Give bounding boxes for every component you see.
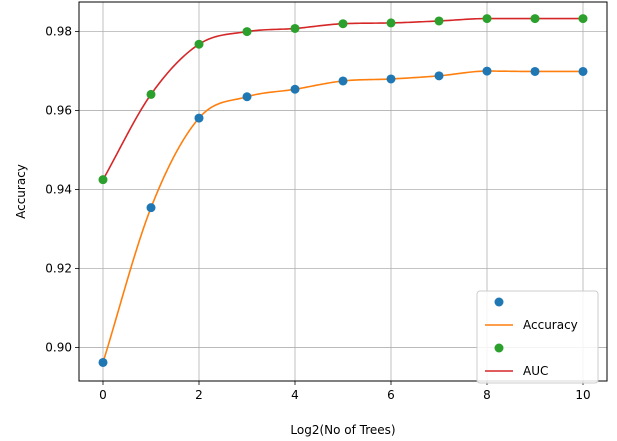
- data-point: [578, 14, 588, 24]
- data-point: [146, 89, 156, 99]
- y-tick-label: 0.96: [45, 104, 72, 118]
- x-tick-label: 2: [195, 388, 203, 402]
- data-point: [146, 203, 156, 213]
- data-point: [242, 92, 252, 102]
- data-point: [434, 71, 444, 81]
- legend-marker-handle: [494, 343, 504, 353]
- legend-marker-handle: [494, 297, 504, 307]
- data-point: [386, 18, 396, 28]
- series-layer: [98, 14, 588, 367]
- data-point: [242, 27, 252, 37]
- data-point: [434, 16, 444, 26]
- data-point: [98, 357, 108, 367]
- legend-label: Accuracy: [523, 318, 578, 332]
- x-tick-label: 6: [387, 388, 395, 402]
- data-point: [338, 19, 348, 29]
- y-tick-label: 0.94: [45, 183, 72, 197]
- data-point: [290, 84, 300, 94]
- data-point: [98, 175, 108, 185]
- data-point: [530, 66, 540, 76]
- y-tick-label: 0.92: [45, 261, 72, 275]
- data-point: [578, 66, 588, 76]
- x-axis-ticks: 0 2 4 6 8 10: [99, 381, 591, 402]
- plot-frame: [78, 1, 608, 382]
- x-tick-label: 8: [483, 388, 491, 402]
- data-point: [290, 23, 300, 33]
- data-point: [530, 14, 540, 24]
- legend-label: AUC: [523, 364, 548, 378]
- y-tick-label: 0.90: [45, 340, 72, 354]
- data-point: [194, 113, 204, 123]
- data-point: [482, 66, 492, 76]
- x-axis-label: Log2(No of Trees): [290, 423, 395, 437]
- x-tick-label: 0: [99, 388, 107, 402]
- grid: [79, 2, 607, 381]
- data-point: [338, 76, 348, 86]
- legend: Accuracy AUC: [476, 290, 599, 384]
- legend-box: [476, 290, 599, 384]
- y-axis-ticks: 0.90 0.92 0.94 0.96 0.98: [45, 25, 79, 354]
- data-point: [482, 14, 492, 24]
- y-tick-label: 0.98: [45, 25, 72, 39]
- scatter-series-group: [98, 14, 588, 367]
- data-point: [386, 74, 396, 84]
- data-point: [194, 39, 204, 49]
- x-tick-label: 4: [291, 388, 299, 402]
- y-axis-label: Accuracy: [14, 164, 28, 219]
- x-tick-label: 10: [575, 388, 590, 402]
